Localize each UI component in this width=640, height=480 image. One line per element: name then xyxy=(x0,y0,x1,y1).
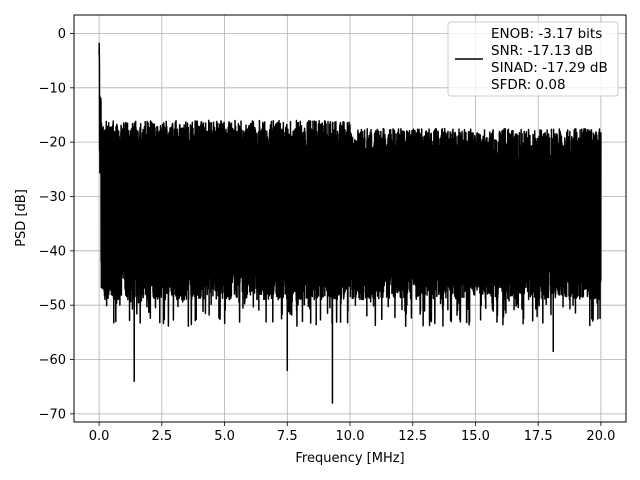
x-tick-label: 2.5 xyxy=(151,429,172,444)
x-tick-label: 7.5 xyxy=(277,429,298,444)
y-tick-label: −30 xyxy=(39,190,66,205)
x-tick-label: 10.0 xyxy=(336,429,365,444)
y-tick-label: −20 xyxy=(39,136,66,151)
y-tick-label: −60 xyxy=(39,353,66,368)
y-tick-label: −10 xyxy=(39,81,66,96)
legend-entry-sinad: SINAD: -17.29 dB xyxy=(491,60,608,76)
x-tick-label: 15.0 xyxy=(461,429,490,444)
legend-entry-enob: ENOB: -3.17 bits xyxy=(491,26,602,42)
x-tick-label: 17.5 xyxy=(524,429,553,444)
x-tick-label: 12.5 xyxy=(398,429,427,444)
x-axis-ticks: 0.0 2.5 5.0 7.5 10.0 12.5 15.0 17.5 20.0 xyxy=(89,422,615,444)
y-axis-ticks: 0 −10 −20 −30 −40 −50 −60 −70 xyxy=(39,27,74,422)
y-axis-label: PSD [dB] xyxy=(14,189,29,247)
y-tick-label: −50 xyxy=(39,299,66,314)
y-tick-label: 0 xyxy=(58,27,66,42)
plot-area xyxy=(98,42,602,404)
y-tick-label: −70 xyxy=(39,407,66,422)
psd-series-line xyxy=(98,42,602,404)
y-tick-label: −40 xyxy=(39,244,66,259)
x-tick-label: 5.0 xyxy=(214,429,235,444)
legend-entry-sfdr: SFDR: 0.08 xyxy=(491,77,566,93)
legend: ENOB: -3.17 bits SNR: -17.13 dB SINAD: -… xyxy=(447,21,619,97)
legend-entry-snr: SNR: -17.13 dB xyxy=(491,43,593,59)
legend-box xyxy=(447,21,619,97)
x-tick-label: 20.0 xyxy=(586,429,615,444)
x-axis-label: Frequency [MHz] xyxy=(295,451,404,466)
x-tick-label: 0.0 xyxy=(89,429,110,444)
